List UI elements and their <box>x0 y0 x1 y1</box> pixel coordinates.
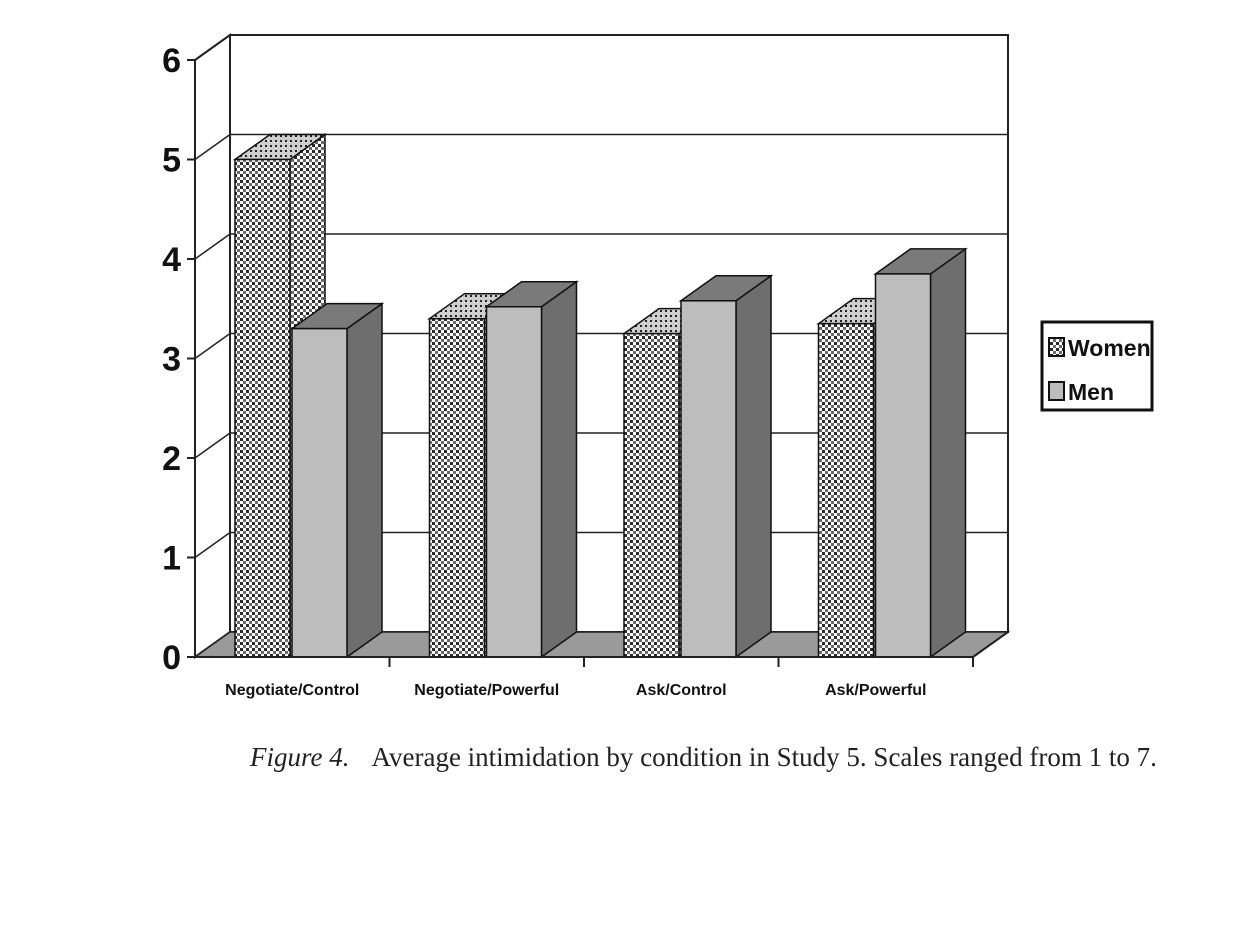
gridline-side <box>194 432 231 459</box>
y-tick-label: 2 <box>162 440 181 478</box>
figure-caption: Figure 4. Average intimidation by conditi… <box>250 742 1157 773</box>
men-bar-side <box>929 247 967 659</box>
y-tick-label: 1 <box>162 540 181 578</box>
men-bar <box>291 327 348 658</box>
x-tick-label: Negotiate/Powerful <box>414 682 559 699</box>
gridline-side <box>194 531 231 559</box>
legend-box <box>1040 320 1154 412</box>
y-tick-label: 5 <box>162 142 181 180</box>
men-bar <box>680 300 737 658</box>
y-tick-label: 0 <box>162 639 181 677</box>
gridline-side <box>194 133 231 161</box>
legend-label-men: Men <box>1068 379 1114 405</box>
gridline-side <box>194 332 231 360</box>
gridline-side <box>194 34 231 61</box>
women-bar <box>428 317 486 658</box>
y-tick-label: 6 <box>162 42 181 80</box>
women-bar <box>623 332 680 658</box>
legend-swatch-men <box>1048 381 1065 401</box>
women-bar <box>817 322 875 658</box>
gridline-side <box>194 233 231 260</box>
caption-text: Average intimidation by condition in Stu… <box>371 742 1157 772</box>
men-bar-side <box>735 274 772 659</box>
x-tick-label: Negotiate/Control <box>225 682 359 699</box>
figure-label: Figure 4. <box>250 742 350 772</box>
legend-swatch-women <box>1048 337 1065 357</box>
men-bar <box>485 306 543 658</box>
women-bar <box>234 158 291 658</box>
y-tick-label: 4 <box>162 241 181 279</box>
men-bar <box>874 273 932 658</box>
legend-label-women: Women <box>1068 335 1151 361</box>
x-tick-label: Ask/Powerful <box>825 682 926 699</box>
floor-edge <box>972 631 1009 658</box>
y-tick-label: 3 <box>162 341 181 379</box>
men-bar-side <box>540 280 578 659</box>
men-bar-side <box>346 302 383 659</box>
x-tick-label: Ask/Control <box>636 682 727 699</box>
